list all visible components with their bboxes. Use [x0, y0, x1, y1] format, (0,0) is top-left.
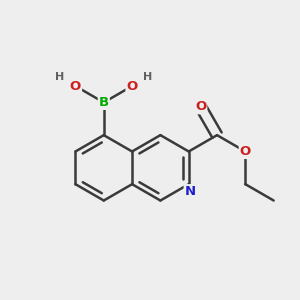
Text: H: H	[55, 72, 64, 82]
Text: N: N	[184, 185, 196, 198]
Text: H: H	[143, 72, 152, 82]
Text: O: O	[240, 145, 251, 158]
Text: O: O	[195, 100, 206, 113]
Text: B: B	[99, 96, 109, 109]
Text: O: O	[70, 80, 81, 93]
Text: O: O	[127, 80, 138, 93]
